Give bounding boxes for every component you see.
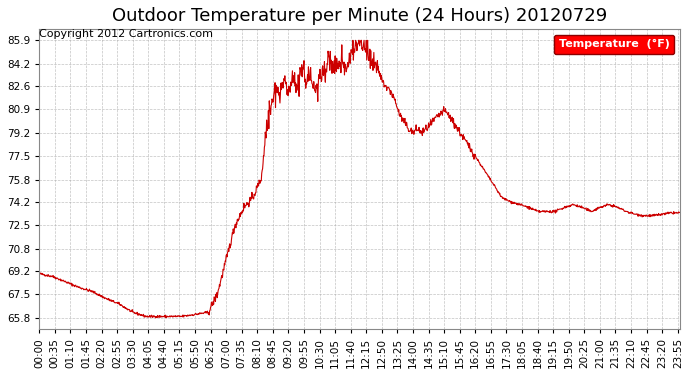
Temperature  (°F): [676, 210, 684, 215]
Temperature  (°F): [600, 203, 609, 208]
Temperature  (°F): [250, 197, 258, 201]
Text: Copyright 2012 Cartronics.com: Copyright 2012 Cartronics.com: [39, 29, 213, 39]
Temperature  (°F): [162, 314, 170, 319]
Temperature  (°F): [544, 209, 552, 214]
Legend: Temperature  (°F): Temperature (°F): [554, 35, 674, 54]
Temperature  (°F): [348, 38, 357, 43]
Title: Outdoor Temperature per Minute (24 Hours) 20120729: Outdoor Temperature per Minute (24 Hours…: [112, 7, 607, 25]
Temperature  (°F): [178, 314, 186, 318]
Temperature  (°F): [152, 316, 160, 320]
Line: Temperature  (°F): Temperature (°F): [39, 40, 680, 318]
Temperature  (°F): [460, 135, 469, 139]
Temperature  (°F): [35, 271, 43, 276]
